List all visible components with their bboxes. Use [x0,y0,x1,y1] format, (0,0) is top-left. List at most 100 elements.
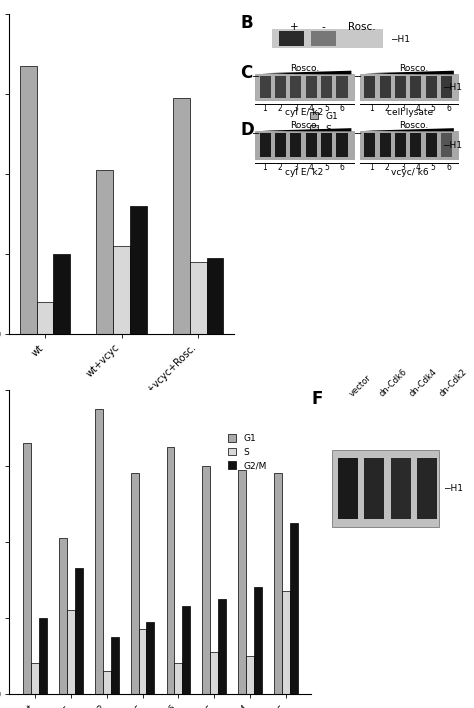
Bar [337,133,347,157]
Bar [39,618,47,694]
Text: 4: 4 [309,103,313,113]
Text: 3: 3 [400,103,405,113]
Text: 2: 2 [385,103,390,113]
Text: 3: 3 [293,163,298,171]
Bar [75,569,82,694]
Bar [364,133,375,157]
Text: −: − [354,129,362,139]
Bar [174,663,182,694]
Text: +: + [290,22,298,32]
Bar [255,74,354,101]
Bar [182,606,190,694]
Bar [365,458,384,519]
Bar [410,76,421,98]
Text: cyl E/ k2: cyl E/ k2 [285,108,324,118]
Bar [410,133,421,157]
Bar [190,262,207,333]
Legend: G1, S, G2/M: G1, S, G2/M [306,108,352,152]
Bar [395,133,406,157]
Text: vector: vector [348,374,374,399]
Bar [54,253,70,333]
Bar [291,133,301,157]
Text: cell lysate: cell lysate [387,108,433,118]
Text: −H1: −H1 [390,35,410,44]
Bar [96,170,113,333]
Bar [391,458,410,519]
Bar [274,474,282,694]
Bar [23,443,31,694]
Bar [311,30,337,46]
Bar [246,656,254,694]
Text: Rosco.: Rosco. [399,121,428,130]
Bar [417,458,437,519]
Text: 2: 2 [278,103,283,113]
Text: −: − [252,129,260,139]
Bar [364,76,375,98]
Legend: G1, S, G2/M: G1, S, G2/M [225,430,271,474]
Text: C: C [240,64,253,81]
Bar [31,663,39,694]
Bar [337,76,347,98]
Polygon shape [364,128,454,133]
Polygon shape [364,71,454,76]
Bar [173,98,190,333]
Text: 4: 4 [415,103,420,113]
Bar [260,133,271,157]
Text: 4: 4 [415,163,420,171]
Bar [360,131,458,159]
Bar [238,469,246,694]
Bar [380,76,391,98]
Bar [395,76,406,98]
Bar [110,636,118,694]
Bar [218,599,226,694]
Text: Rosco.: Rosco. [399,64,428,73]
Bar [146,622,155,694]
Bar [131,474,138,694]
Bar [291,76,301,98]
Text: dn-Cdk2: dn-Cdk2 [438,367,469,399]
Bar [290,523,298,694]
Bar [260,76,271,98]
Bar [360,74,458,101]
Bar [321,133,332,157]
Bar [113,246,130,333]
Bar [441,133,452,157]
Text: 1: 1 [263,103,267,113]
Polygon shape [262,71,351,76]
Text: B: B [240,14,253,32]
Bar [380,133,391,157]
Text: Rosco.: Rosco. [290,121,319,130]
Text: 2: 2 [278,163,283,171]
Bar [19,66,36,333]
Text: -: - [322,22,326,32]
Text: dn-Cdk6: dn-Cdk6 [378,367,409,399]
Text: 1: 1 [369,103,374,113]
Text: 6: 6 [339,163,344,171]
Bar [441,76,452,98]
Text: 5: 5 [431,103,436,113]
Bar [306,133,317,157]
Bar [59,538,67,694]
Text: 6: 6 [339,103,344,113]
Bar [210,652,218,694]
Polygon shape [262,128,351,133]
Bar [95,409,103,694]
Bar [255,131,354,159]
Text: −: − [252,72,260,81]
Text: 5: 5 [431,163,436,171]
Bar [426,76,437,98]
Bar [130,206,147,333]
Text: D: D [240,121,254,139]
Text: 2: 2 [385,163,390,171]
Bar [202,466,210,694]
Text: Rosc.: Rosc. [348,22,376,32]
Bar [273,28,383,47]
Bar [103,671,110,694]
Bar [338,458,358,519]
Bar [254,588,262,694]
Text: 3: 3 [400,163,405,171]
Text: Rosco.: Rosco. [290,64,319,73]
Bar [138,629,146,694]
Bar [279,30,304,46]
Text: dn-Cdk4: dn-Cdk4 [408,367,439,399]
